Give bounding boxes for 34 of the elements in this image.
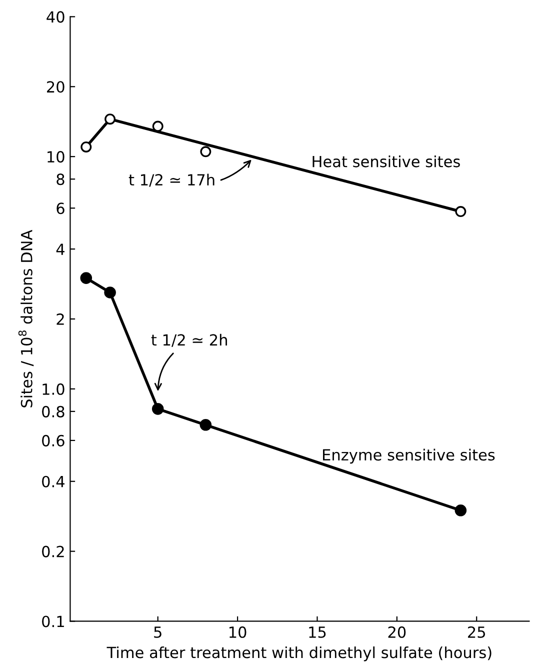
y-tick-label: 0.6 xyxy=(42,434,64,446)
x-axis-title: Time after treatment with dimethyl sulfate (hours) xyxy=(106,646,492,662)
y-tick-label: 2 xyxy=(56,313,64,325)
point xyxy=(454,504,467,516)
y-tick-label: 10 xyxy=(48,151,64,163)
point xyxy=(104,114,116,125)
x-tick-label: 20 xyxy=(388,626,406,638)
y-tick-label: 0.4 xyxy=(42,476,64,488)
y-axis-title: Sites / 10$^{8}$ daltons DNA xyxy=(18,230,34,408)
x-tick-label: 15 xyxy=(309,626,326,638)
x-tick-label: 25 xyxy=(468,626,485,638)
point xyxy=(455,206,466,218)
y-tick-label: 0.2 xyxy=(42,546,64,558)
point xyxy=(104,286,116,298)
x-tick-label: 10 xyxy=(230,626,246,638)
y-tick-label: 0.1 xyxy=(42,616,64,628)
y-tick-label: 0.8 xyxy=(42,406,64,418)
y-tick-label: 20 xyxy=(47,81,64,93)
y-tick-label: 4 xyxy=(56,244,64,255)
series-label: Enzyme sensitive sites xyxy=(323,448,495,464)
point xyxy=(200,146,212,158)
x-tick-label: 5 xyxy=(154,626,162,638)
annotation: t 1/2 ≃ 2h xyxy=(151,334,227,347)
y-tick-label: 6 xyxy=(56,202,64,214)
annotation: t 1/2 ≃ 17h xyxy=(128,174,214,187)
series-label: Heat sensitive sites xyxy=(312,155,460,168)
point xyxy=(200,418,212,431)
point xyxy=(80,272,92,284)
y-tick-label: 8 xyxy=(56,174,64,186)
point xyxy=(80,141,92,152)
y-tick-label: 40 xyxy=(46,11,64,23)
point xyxy=(152,403,164,415)
point xyxy=(152,120,164,132)
y-tick-label: 1.0 xyxy=(42,383,64,395)
